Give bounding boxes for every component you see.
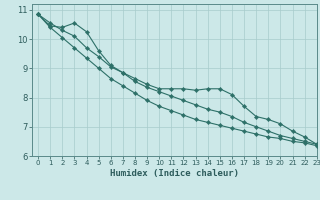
X-axis label: Humidex (Indice chaleur): Humidex (Indice chaleur) [110,169,239,178]
